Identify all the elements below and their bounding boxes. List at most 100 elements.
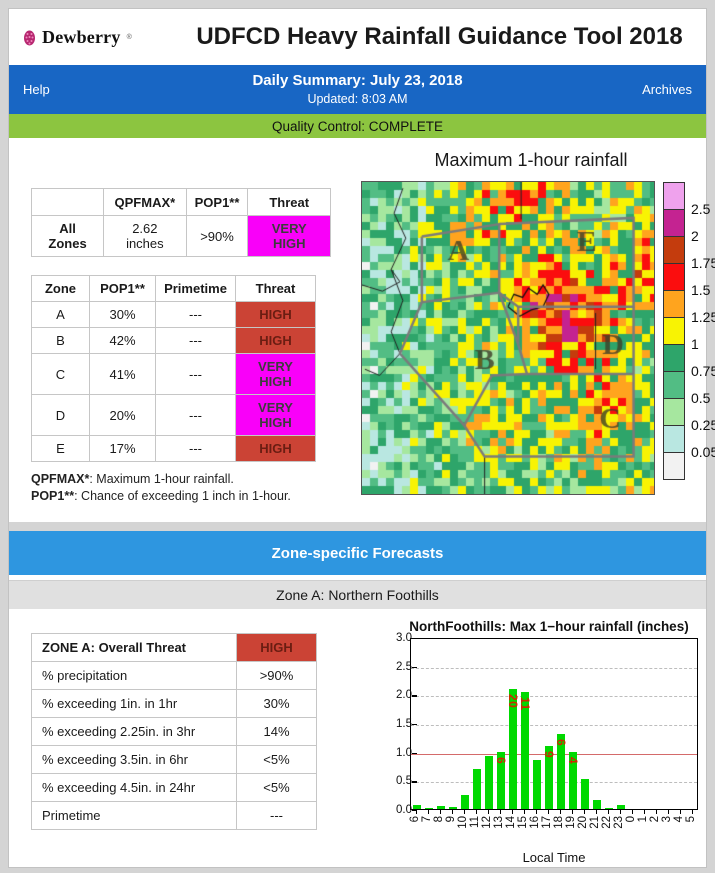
primetime-cell: --- [155, 327, 236, 354]
x-tick-label: 6 [409, 816, 421, 823]
bar [545, 745, 553, 809]
x-tick-label: 10 [457, 816, 469, 829]
threat-cell: VERY HIGH [235, 353, 316, 395]
help-link[interactable]: Help [23, 81, 50, 97]
pop1-cell: 17% [89, 435, 156, 462]
metric-value-cell: <5% [236, 773, 317, 802]
threat-cell: HIGH [235, 301, 316, 328]
bar [509, 688, 517, 809]
footnote-term: QPFMAX* [31, 472, 90, 486]
x-tick [595, 810, 597, 814]
column-header: Zone [31, 275, 90, 302]
x-tick [475, 810, 477, 814]
x-tick [571, 810, 573, 814]
colorbar-swatch [663, 209, 685, 237]
zones-threat-table: Zone POP1** Primetime Threat A 30% --- HIGH B 42%… [31, 275, 316, 462]
x-tick-label: 22 [601, 816, 613, 829]
x-tick [523, 810, 525, 814]
gridline [411, 696, 697, 698]
footnotes: QPFMAX*: Maximum 1-hour rainfall. POP1**:… [31, 471, 331, 504]
metric-value-cell: --- [236, 801, 317, 830]
y-axis-label: 1.5 [396, 718, 412, 730]
nav-bar: Help Daily Summary: July 23, 2018 Update… [9, 65, 706, 114]
chart-title: NorthFoothills: Max 1−hour rainfall (inc… [409, 619, 689, 634]
row-label-cell: All Zones [30, 215, 105, 257]
x-tick-label: 18 [553, 816, 565, 829]
table-row: % exceeding 2.25in. in 3hr 14% [31, 717, 317, 746]
table-row: C 41% --- VERY HIGH [31, 353, 316, 395]
x-tick [655, 810, 657, 814]
metric-label-cell: % exceeding 4.5in. in 24hr [31, 773, 237, 802]
nav-center: Daily Summary: July 23, 2018 Updated: 8:… [83, 71, 632, 108]
colorbar-label: 1.75 [691, 255, 715, 271]
y-axis-label: 2.5 [396, 660, 412, 673]
colorbar-swatches [663, 182, 685, 480]
x-tick [631, 810, 633, 814]
x-tick [415, 810, 417, 814]
plot-area: 6 20 11 9 6 4 [410, 638, 698, 810]
x-axis-labels: 6 7 8 9 10 11 12 13 14 15 16 17 18 19 20 21 22 23 0 1 2 3 4 5 [409, 810, 698, 850]
x-tick [487, 810, 489, 814]
bar [569, 751, 577, 809]
colorbar-swatch [663, 425, 685, 453]
berry-icon [24, 30, 35, 46]
x-tick-label: 12 [481, 816, 493, 829]
y-axis-label: 1.0 [396, 746, 412, 759]
bar [581, 779, 589, 809]
summary-tables: QPFMAX* POP1** Threat All Zones 2.62 inches >… [30, 188, 331, 504]
forecasts-banner: Zone-specific Forecasts [9, 531, 706, 575]
metric-label-cell: % precipitation [31, 661, 237, 690]
archives-link[interactable]: Archives [642, 81, 692, 97]
y-tick [411, 695, 417, 697]
x-tick-label: 17 [541, 816, 553, 829]
footnote-term: POP1** [31, 488, 75, 503]
logo-text: Dewberry [42, 26, 121, 47]
table-header-row: Zone POP1** Primetime Threat [31, 275, 316, 302]
dewberry-logo: Dewberry ® [23, 27, 173, 48]
reference-line [411, 753, 697, 755]
bar [593, 800, 601, 809]
bar [557, 734, 565, 809]
colorbar-swatch [663, 317, 685, 345]
column-header: Threat [235, 275, 316, 302]
bar [485, 756, 493, 809]
gridline [411, 782, 697, 784]
colorbar-swatch [663, 452, 685, 480]
spacer [9, 575, 706, 580]
threat-cell: VERY HIGH [247, 215, 331, 257]
bar [521, 692, 529, 809]
x-tick [619, 810, 621, 814]
daily-summary-title: Daily Summary: July 23, 2018 [252, 71, 463, 89]
rainfall-chart: NorthFoothills: Max 1−hour rainfall (inc… [374, 619, 706, 865]
colorbar-label: 0.05 [691, 444, 715, 460]
colorbar-label: 2 [691, 228, 699, 244]
pop1-cell: 30% [89, 301, 156, 328]
metric-label-cell: % exceeding 3.5in. in 6hr [31, 745, 237, 774]
pop1-cell: 20% [89, 394, 156, 436]
column-header [30, 188, 105, 216]
primetime-cell: --- [155, 435, 236, 462]
x-tick [667, 810, 669, 814]
x-tick [643, 810, 645, 814]
x-tick-label: 11 [469, 816, 481, 828]
page: Dewberry ® UDFCD Heavy Rainfall Guidance… [8, 8, 715, 868]
y-axis-label: 0.5 [396, 775, 412, 788]
table-row: % precipitation >90% [31, 661, 317, 690]
x-tick-label: 9 [445, 816, 457, 823]
colorbar-label: 0.75 [691, 363, 715, 379]
y-axis-label: 0.0 [396, 804, 412, 816]
colorbar-swatch [663, 182, 685, 210]
pop1-cell: 42% [89, 327, 156, 354]
table-row: % exceeding 4.5in. in 24hr <5% [31, 773, 317, 802]
app-header: Dewberry ® UDFCD Heavy Rainfall Guidance… [9, 9, 706, 65]
table-header-row: QPFMAX* POP1** Threat [30, 188, 331, 216]
bar [473, 768, 481, 809]
colorbar-swatch [663, 263, 685, 291]
footnote-line: QPFMAX*: Maximum 1-hour rainfall. [31, 472, 234, 486]
metric-label-cell: % exceeding 2.25in. in 3hr [31, 717, 237, 746]
map-title: Maximum 1-hour rainfall [434, 150, 628, 170]
gridline [411, 725, 697, 726]
threat-cell: HIGH [235, 435, 316, 462]
bar [617, 805, 625, 809]
x-tick [451, 810, 453, 814]
